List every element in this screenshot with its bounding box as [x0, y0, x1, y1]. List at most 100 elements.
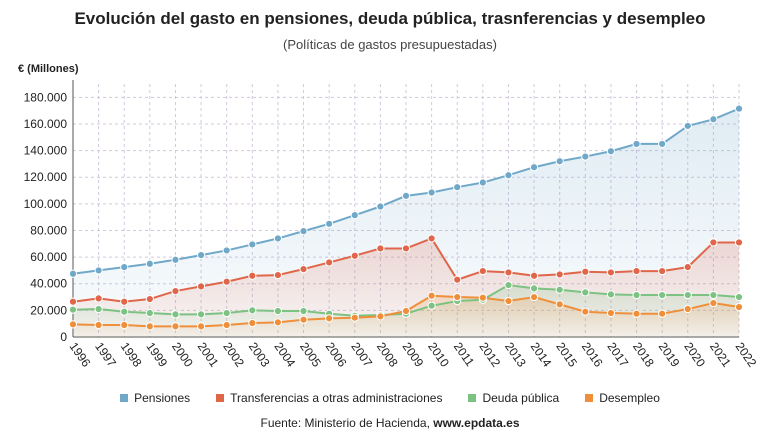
chart-subtitle: (Políticas de gastos presupuestadas): [283, 37, 497, 52]
data-point: [325, 219, 334, 228]
data-point: [248, 306, 257, 315]
data-point: [427, 301, 436, 310]
data-point: [145, 259, 154, 268]
x-tick-label: 2014: [528, 340, 555, 370]
data-point: [478, 178, 487, 187]
y-tick-label: 160.000: [24, 117, 68, 131]
data-point: [401, 244, 411, 253]
data-point: [376, 244, 385, 253]
data-point: [734, 292, 744, 302]
data-point: [453, 292, 462, 302]
data-point: [94, 320, 103, 330]
x-tick-label: 2017: [604, 340, 631, 370]
data-point: [401, 191, 411, 200]
data-point: [658, 139, 667, 149]
data-point: [555, 285, 564, 294]
legend-item-pensiones[interactable]: Pensiones: [120, 391, 190, 405]
y-tick-label: 140.000: [24, 144, 68, 158]
y-tick-label: 40.000: [30, 277, 67, 291]
y-tick-label: 60.000: [30, 250, 67, 264]
data-point: [299, 227, 308, 236]
data-point: [504, 280, 513, 290]
x-tick-label: 2001: [195, 340, 222, 370]
data-point: [683, 121, 692, 131]
data-point: [504, 296, 513, 306]
data-point: [248, 271, 257, 280]
data-point: [581, 307, 590, 316]
data-point: [581, 288, 590, 297]
data-point: [658, 309, 667, 318]
data-point: [529, 163, 539, 172]
source-site: www.epdata.es: [433, 416, 520, 430]
x-tick-label: 2011: [451, 340, 477, 369]
data-point: [709, 298, 718, 308]
data-point: [222, 246, 231, 255]
data-point: [453, 275, 462, 284]
data-point: [529, 271, 539, 280]
data-point: [145, 294, 154, 304]
data-point: [504, 268, 513, 277]
y-tick-label: 20.000: [30, 303, 67, 317]
data-point: [248, 318, 257, 328]
x-tick-label: 2002: [220, 340, 247, 370]
legend-swatch: [120, 394, 129, 402]
data-point: [68, 269, 78, 278]
data-point: [145, 322, 154, 331]
x-tick-label: 2000: [169, 340, 196, 370]
data-point: [325, 258, 334, 267]
x-tick-label: 2022: [733, 340, 760, 370]
data-point: [658, 290, 667, 300]
data-point: [120, 297, 129, 306]
data-point: [734, 238, 744, 247]
y-tick-label: 120.000: [24, 170, 68, 184]
legend-item-desempleo[interactable]: Desempleo: [585, 391, 660, 405]
legend-label: Transferencias a otras administraciones: [230, 391, 443, 405]
data-point: [196, 251, 206, 260]
x-tick-label: 2012: [476, 340, 503, 370]
x-tick-label: 2005: [297, 340, 324, 370]
data-point: [606, 290, 616, 299]
x-tick-label: 1998: [118, 340, 145, 370]
x-tick-label: 2007: [348, 340, 375, 370]
data-point: [529, 292, 539, 302]
data-point: [453, 183, 462, 192]
data-point: [427, 234, 436, 243]
data-point: [222, 308, 231, 318]
x-tick-label: 2010: [425, 340, 452, 370]
data-point: [632, 266, 641, 276]
data-point: [709, 238, 718, 247]
data-point: [299, 315, 308, 324]
data-point: [299, 306, 308, 316]
data-point: [350, 211, 359, 220]
data-point: [171, 286, 180, 296]
x-tick-label: 2006: [323, 340, 350, 370]
legend-item-transferencias[interactable]: Transferencias a otras administraciones: [216, 391, 442, 405]
data-point: [222, 277, 231, 286]
data-point: [606, 147, 616, 156]
x-tick-label: 2004: [271, 340, 298, 370]
x-tick-label: 2016: [579, 340, 606, 370]
data-point: [529, 284, 539, 293]
legend-item-deuda[interactable]: Deuda pública: [468, 391, 559, 405]
data-point: [709, 290, 718, 300]
x-tick-label: 2015: [553, 340, 580, 370]
y-tick-label: 80.000: [30, 223, 67, 237]
data-point: [196, 310, 206, 319]
y-tick-label: 0: [60, 330, 67, 344]
data-point: [68, 305, 78, 314]
data-point: [606, 268, 616, 277]
chart-title: Evolución del gasto en pensiones, deuda …: [74, 9, 706, 28]
data-point: [120, 262, 129, 272]
data-point: [350, 251, 359, 260]
data-point: [171, 322, 180, 331]
data-point: [581, 152, 590, 161]
data-point: [299, 264, 308, 274]
data-point: [273, 306, 283, 316]
data-point: [68, 320, 78, 329]
data-point: [632, 290, 641, 300]
y-tick-label: 180.000: [24, 90, 68, 104]
legend-swatch: [585, 394, 594, 402]
data-point: [632, 139, 641, 149]
data-point: [145, 308, 154, 318]
x-tick-label: 2009: [400, 340, 427, 370]
